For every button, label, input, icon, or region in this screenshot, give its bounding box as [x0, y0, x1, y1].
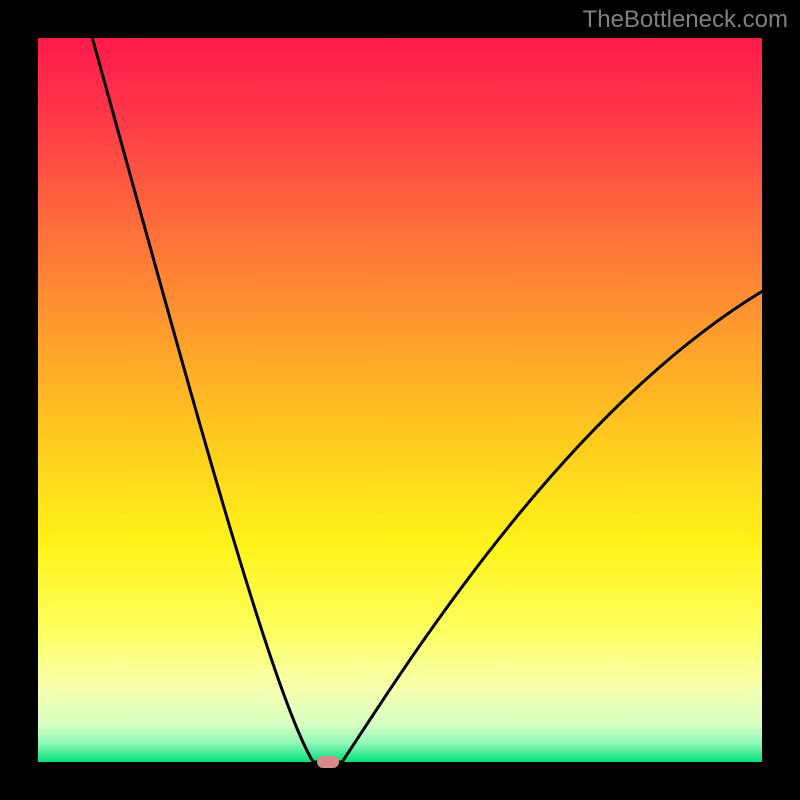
plot-area — [38, 38, 762, 762]
minimum-marker — [317, 756, 339, 768]
watermark-text: TheBottleneck.com — [583, 6, 788, 34]
chart-container: TheBottleneck.com — [0, 0, 800, 800]
background-gradient-rect — [38, 38, 762, 762]
plot-svg — [38, 38, 762, 762]
